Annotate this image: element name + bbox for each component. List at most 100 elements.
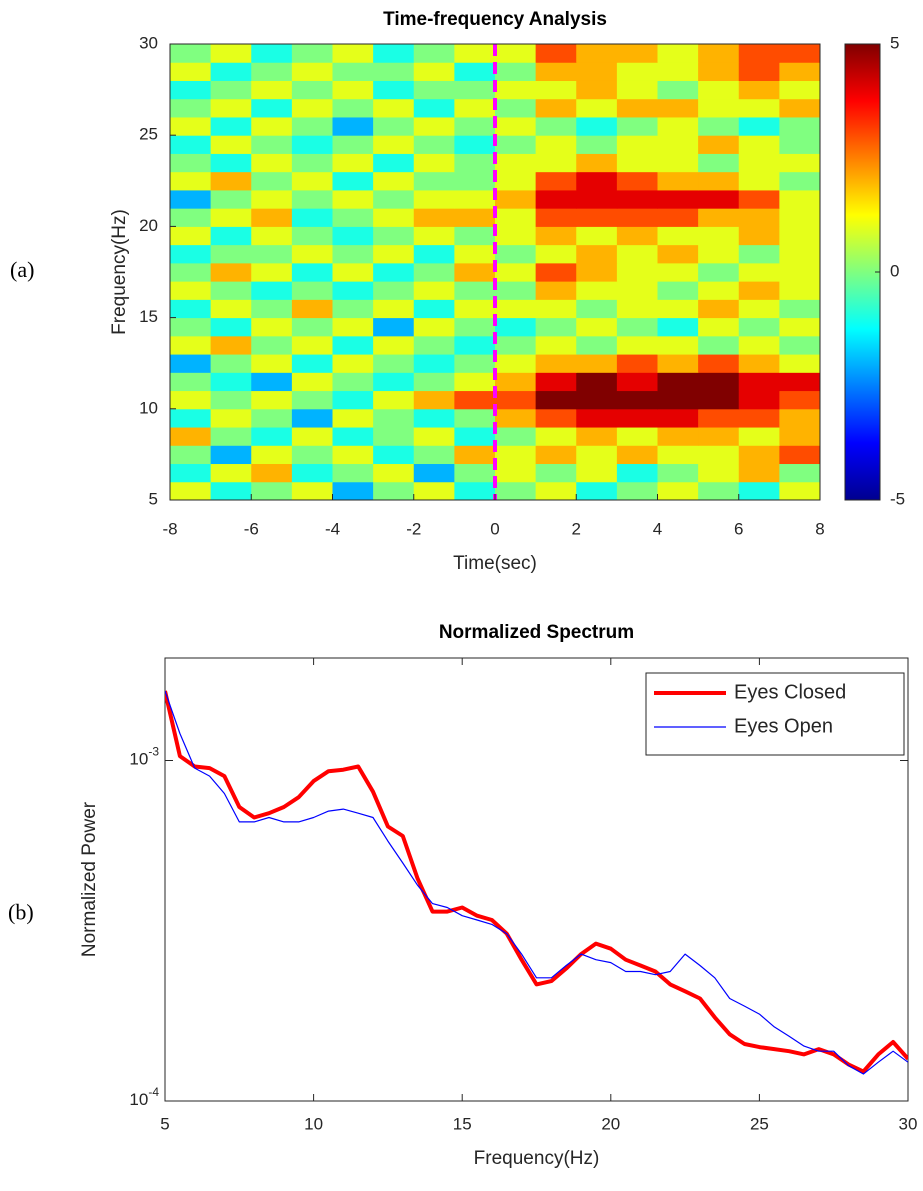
heat-cell <box>413 116 455 136</box>
heat-cell <box>251 427 293 446</box>
heat-cell <box>495 171 537 191</box>
heat-cell <box>657 98 699 118</box>
heat-cell <box>373 445 415 465</box>
heat-cell <box>291 189 333 209</box>
heat-cell <box>210 244 252 264</box>
heat-cell <box>657 390 699 410</box>
heat-cell <box>291 390 333 410</box>
heat-cell <box>291 372 333 392</box>
heat-cell <box>454 153 496 173</box>
heat-cell <box>454 171 496 191</box>
heat-cell <box>210 445 252 465</box>
heat-cell <box>291 208 333 227</box>
heat-cell <box>251 463 293 483</box>
heat-cell <box>576 299 618 319</box>
heat-cell <box>495 335 537 355</box>
heat-cell <box>454 445 496 465</box>
heat-cell <box>495 427 537 446</box>
heat-cell <box>616 135 658 154</box>
heat-cell <box>170 189 212 209</box>
series-line <box>165 690 908 1075</box>
x-tick-label: 5 <box>160 1114 169 1133</box>
heat-cell <box>291 481 333 501</box>
y-tick-label: 25 <box>139 125 158 144</box>
heat-cell <box>738 390 780 410</box>
legend-box <box>645 672 905 756</box>
heat-cell <box>373 427 415 446</box>
heat-cell <box>495 44 537 63</box>
heat-cell <box>657 44 699 63</box>
x-tick-label: 4 <box>653 519 662 538</box>
heat-cell <box>779 463 821 483</box>
heat-cell <box>576 390 618 410</box>
heat-cell <box>251 354 293 373</box>
heat-cell <box>535 463 577 483</box>
heat-cell <box>495 281 537 300</box>
heat-cell <box>373 299 415 319</box>
heat-cell <box>779 427 821 446</box>
heat-cell <box>332 354 374 373</box>
heat-cell <box>495 299 537 319</box>
heat-cell <box>454 62 496 81</box>
heat-cell <box>657 445 699 465</box>
heat-cell <box>332 226 374 246</box>
heat-cell <box>576 226 618 246</box>
heat-cell <box>291 80 333 100</box>
x-tick-label: 8 <box>815 519 824 538</box>
colorbar-tick-label: 5 <box>890 33 899 52</box>
heat-cell <box>373 171 415 191</box>
heat-cell <box>535 427 577 446</box>
heat-cell <box>576 244 618 264</box>
heat-cell <box>657 189 699 209</box>
heat-cell <box>291 281 333 300</box>
heat-cell <box>535 335 577 355</box>
x-tick-label: 25 <box>750 1114 769 1133</box>
heat-cell <box>738 281 780 300</box>
colorbar <box>844 43 881 501</box>
y-axis-label: Normalized Power <box>79 801 100 957</box>
heat-cell <box>210 98 252 118</box>
heat-cell <box>535 317 577 337</box>
heat-cell <box>251 80 293 100</box>
heat-cell <box>698 317 740 337</box>
heat-cell <box>251 44 293 63</box>
heat-cell <box>373 390 415 410</box>
heat-cell <box>576 281 618 300</box>
heat-cell <box>170 335 212 355</box>
heat-cell <box>251 317 293 337</box>
heat-cell <box>332 317 374 337</box>
heat-cell <box>738 427 780 446</box>
heat-cell <box>576 408 618 428</box>
heat-cell <box>698 62 740 81</box>
heat-cell <box>251 189 293 209</box>
heat-cell <box>291 226 333 246</box>
heat-cell <box>251 171 293 191</box>
heat-cell <box>413 317 455 337</box>
heat-cell <box>616 226 658 246</box>
heat-cell <box>495 445 537 465</box>
heat-cell <box>291 408 333 428</box>
heat-cell <box>495 189 537 209</box>
heat-cell <box>454 44 496 63</box>
heat-cell <box>454 335 496 355</box>
heat-cell <box>291 354 333 373</box>
heat-cell <box>698 44 740 63</box>
heat-cell <box>495 226 537 246</box>
series-line <box>165 690 908 1074</box>
heat-cell <box>576 208 618 227</box>
heat-cell <box>373 481 415 501</box>
heat-cell <box>454 244 496 264</box>
heat-cell <box>616 390 658 410</box>
heat-cell <box>332 80 374 100</box>
heat-cell <box>210 427 252 446</box>
heat-cell <box>454 135 496 154</box>
heat-cell <box>170 98 212 118</box>
heat-cell <box>454 463 496 483</box>
heat-cell <box>291 98 333 118</box>
heat-cell <box>251 208 293 227</box>
heat-cell <box>332 408 374 428</box>
heat-cell <box>779 354 821 373</box>
colorbar-tick-label: 0 <box>890 261 899 280</box>
heat-cell <box>779 189 821 209</box>
heat-cell <box>535 62 577 81</box>
